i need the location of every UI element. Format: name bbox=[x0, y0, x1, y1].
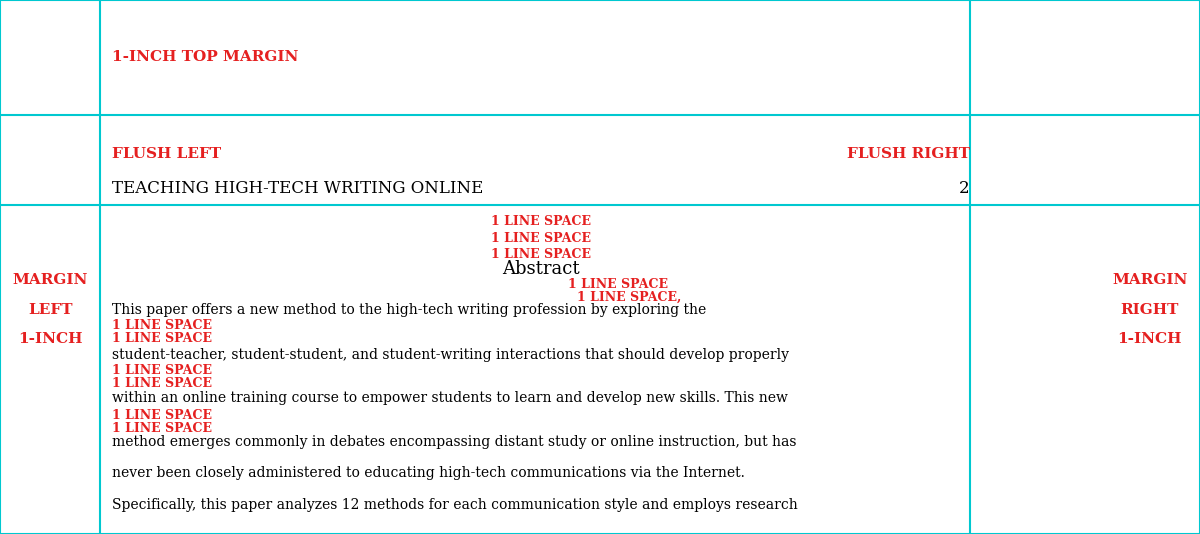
Text: FLUSH LEFT: FLUSH LEFT bbox=[112, 147, 221, 161]
Text: 1 LINE SPACE: 1 LINE SPACE bbox=[112, 409, 211, 422]
Text: Specifically, this paper analyzes 12 methods for each communication style and em: Specifically, this paper analyzes 12 met… bbox=[112, 498, 797, 512]
Text: method emerges commonly in debates encompassing distant study or online instruct: method emerges commonly in debates encom… bbox=[112, 435, 796, 449]
Text: This paper offers a new method to the high-tech writing profession by exploring : This paper offers a new method to the hi… bbox=[112, 303, 706, 317]
Text: 1 LINE SPACE: 1 LINE SPACE bbox=[112, 364, 211, 377]
Text: 1 LINE SPACE: 1 LINE SPACE bbox=[491, 215, 590, 228]
Text: 1 LINE SPACE: 1 LINE SPACE bbox=[112, 332, 211, 344]
Text: 1 LINE SPACE: 1 LINE SPACE bbox=[491, 248, 590, 261]
Text: student-teacher, student-student, and student-writing interactions that should d: student-teacher, student-student, and st… bbox=[112, 348, 788, 362]
Text: 1 LINE SPACE: 1 LINE SPACE bbox=[112, 319, 211, 332]
Text: FLUSH RIGHT: FLUSH RIGHT bbox=[847, 147, 970, 161]
Text: 1 LINE SPACE: 1 LINE SPACE bbox=[112, 377, 211, 390]
Text: 1-INCH: 1-INCH bbox=[1117, 332, 1182, 346]
Text: TEACHING HIGH-TECH WRITING ONLINE: TEACHING HIGH-TECH WRITING ONLINE bbox=[112, 180, 482, 198]
Text: MARGIN: MARGIN bbox=[13, 273, 88, 287]
Text: 1 LINE SPACE,: 1 LINE SPACE, bbox=[577, 290, 680, 303]
Text: MARGIN: MARGIN bbox=[1112, 273, 1187, 287]
Text: 1-INCH TOP MARGIN: 1-INCH TOP MARGIN bbox=[112, 50, 298, 64]
Text: 1 LINE SPACE: 1 LINE SPACE bbox=[491, 232, 590, 245]
Text: 1-INCH: 1-INCH bbox=[18, 332, 83, 346]
Text: 2: 2 bbox=[959, 180, 970, 198]
Text: LEFT: LEFT bbox=[28, 303, 73, 317]
Text: within an online training course to empower students to learn and develop new sk: within an online training course to empo… bbox=[112, 391, 787, 405]
Text: 1 LINE SPACE: 1 LINE SPACE bbox=[568, 278, 668, 290]
Text: RIGHT: RIGHT bbox=[1121, 303, 1178, 317]
Text: never been closely administered to educating high-tech communications via the In: never been closely administered to educa… bbox=[112, 466, 744, 480]
Text: Abstract: Abstract bbox=[502, 260, 580, 278]
Text: 1 LINE SPACE: 1 LINE SPACE bbox=[112, 422, 211, 435]
